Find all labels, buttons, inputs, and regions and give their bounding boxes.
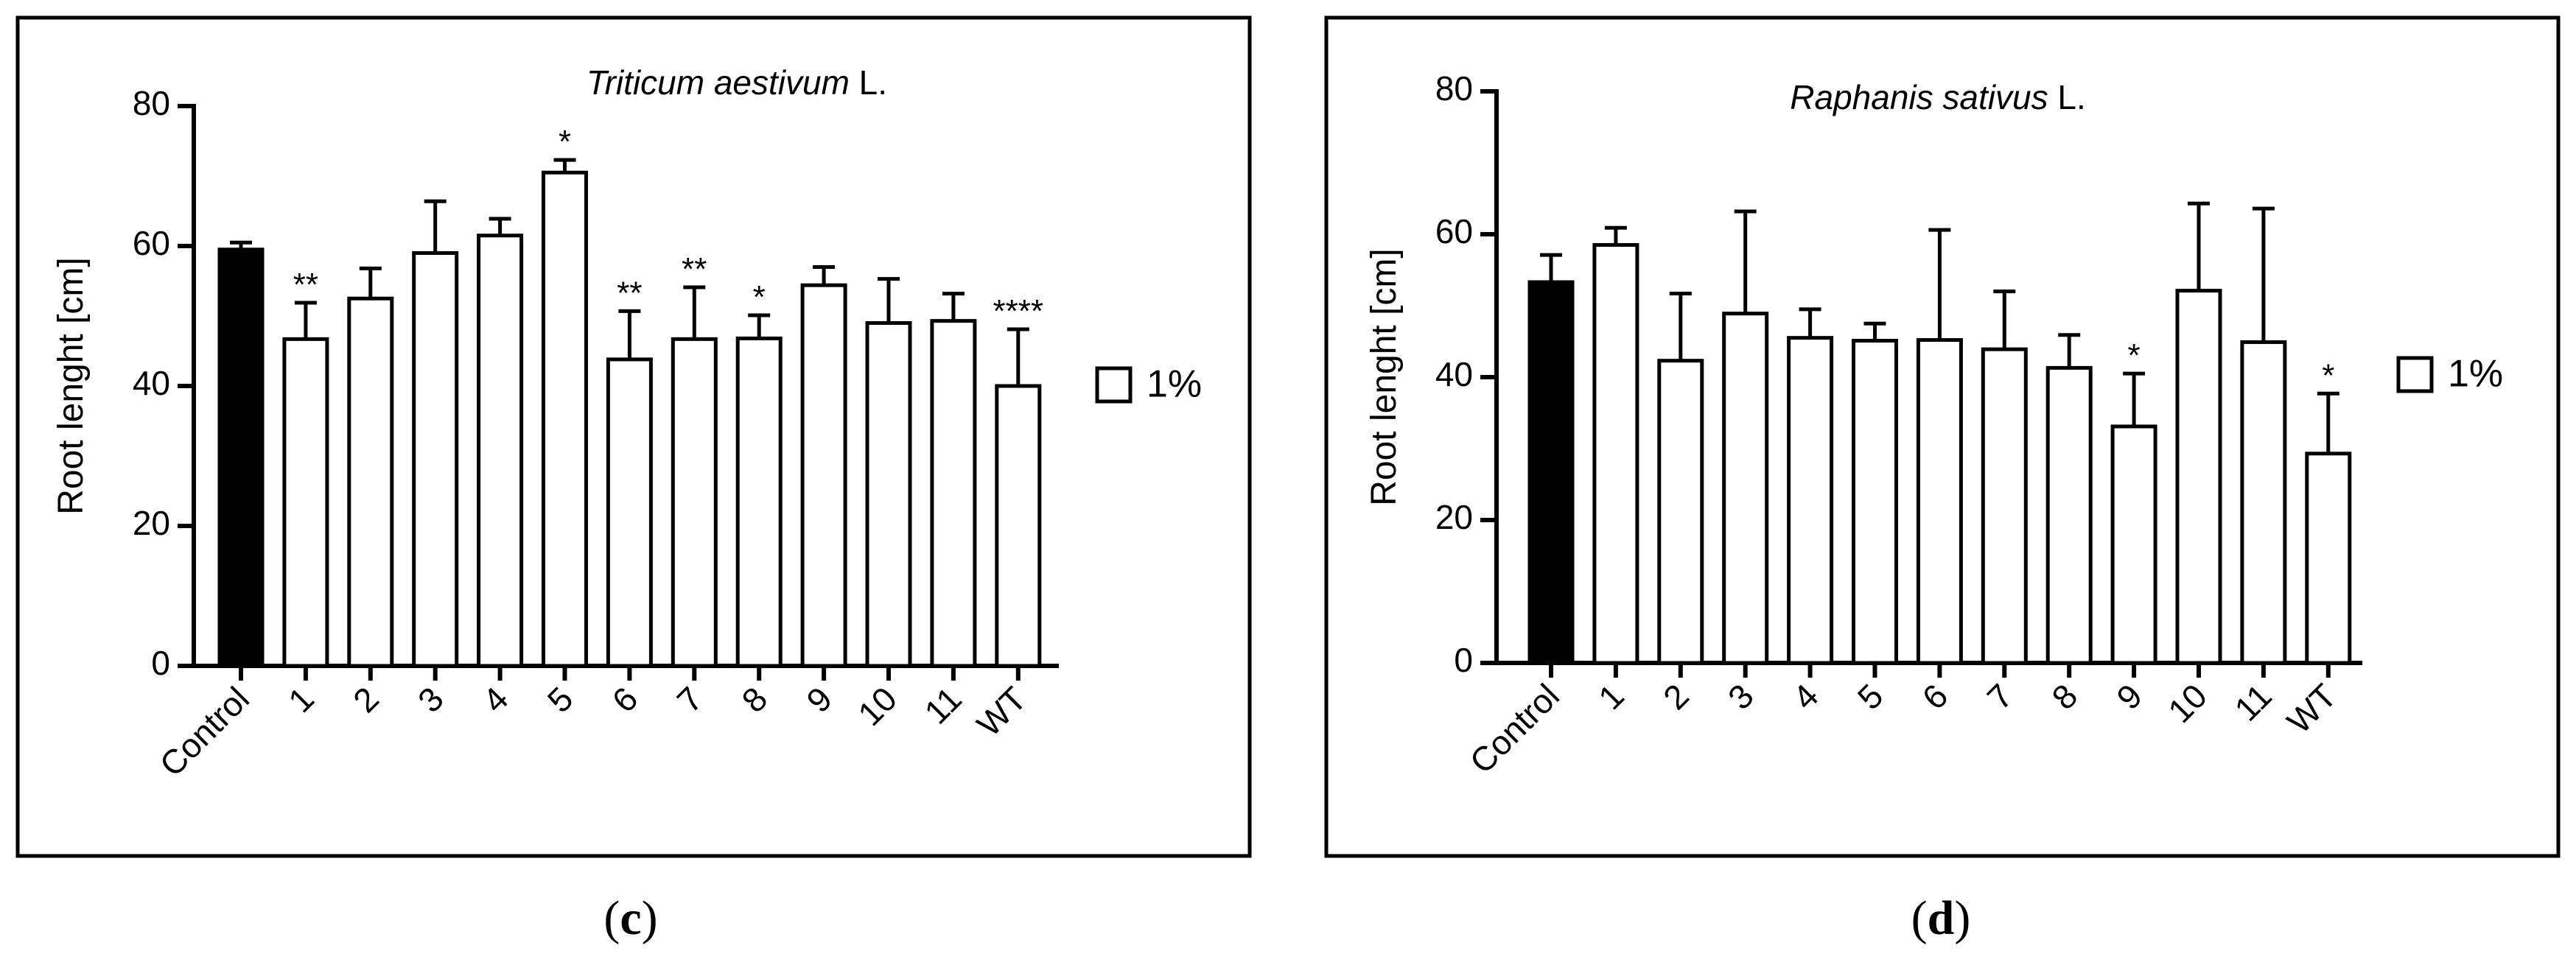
panel-c-bar bbox=[735, 336, 783, 668]
panel-c-legend-swatch bbox=[1095, 366, 1133, 404]
panel-c-bar bbox=[800, 283, 847, 668]
panel-d-bar bbox=[2305, 452, 2352, 665]
panel-d-y-tick-label: 80 bbox=[1435, 69, 1473, 108]
panel-d-y-tick-label: 20 bbox=[1435, 498, 1473, 536]
panel-c-y-tick-label: 20 bbox=[133, 504, 170, 542]
panel-c-y-tick-label: 60 bbox=[133, 224, 170, 262]
panel-c-bar bbox=[995, 384, 1042, 668]
panel-c-significance-label: ** bbox=[617, 275, 642, 311]
panel-c-significance-label: **** bbox=[993, 293, 1044, 329]
panel-c-significance-label: ** bbox=[293, 267, 318, 303]
panel-d-bar bbox=[1981, 347, 2028, 665]
panel-c-legend: 1% bbox=[1095, 363, 1202, 406]
panel-c: Triticum aestivum L. 0 20 40 60 80 Root lengh… bbox=[15, 15, 1252, 945]
panel-c-bar bbox=[217, 247, 265, 668]
panel-d-y-axis-label: Root lenght [cm] bbox=[1365, 248, 1404, 506]
panel-c-bar bbox=[347, 296, 394, 668]
panel-d-y-tick-label: 0 bbox=[1454, 641, 1473, 679]
panel-d-bar bbox=[1916, 338, 1963, 665]
panel-d-bar bbox=[2175, 289, 2222, 665]
panel-d-bar bbox=[1852, 339, 1898, 665]
panel-c-y-axis-label: Root lenght [cm] bbox=[52, 257, 91, 515]
panel-c-label: (c) bbox=[603, 891, 657, 945]
panel-c-bar bbox=[412, 251, 459, 668]
panel-c-significance-label: * bbox=[559, 124, 571, 160]
panel-c-legend-label: 1% bbox=[1147, 363, 1202, 406]
panel-c-significance-label: ** bbox=[682, 251, 707, 287]
panel-c-y-tick-label: 0 bbox=[151, 644, 170, 682]
panel-c-bar bbox=[865, 321, 912, 668]
panel-d-bar bbox=[1527, 280, 1575, 665]
panel-c-bar bbox=[477, 234, 524, 668]
panel-d-bar bbox=[2045, 365, 2093, 665]
panel-d-bar bbox=[1657, 359, 1704, 665]
panel-d-y-tick-label: 40 bbox=[1435, 355, 1473, 393]
panel-d-bar bbox=[1592, 243, 1639, 665]
panel-d-significance-label: * bbox=[2128, 337, 2141, 373]
panel-d-label: (d) bbox=[1911, 891, 1971, 945]
panel-d-legend-label: 1% bbox=[2448, 353, 2503, 396]
panel-d-legend-swatch bbox=[2396, 356, 2434, 393]
panel-d-significance-label: * bbox=[2322, 357, 2334, 393]
panel-d-bar bbox=[2240, 340, 2287, 665]
panel-c-bar bbox=[930, 319, 977, 668]
panel-c-y-tick-label: 80 bbox=[133, 84, 170, 122]
panel-d-bar bbox=[2110, 424, 2157, 665]
panel-d-bar bbox=[1787, 336, 1834, 665]
panel-c-title: Triticum aestivum L. bbox=[587, 63, 887, 102]
panel-c-bar bbox=[542, 170, 588, 668]
panel-c-bar bbox=[671, 337, 718, 668]
panel-c-significance-label: * bbox=[753, 279, 766, 315]
panel-c-y-tick-label: 40 bbox=[133, 364, 170, 402]
panel-c-bar bbox=[282, 337, 329, 668]
panel-d-legend: 1% bbox=[2396, 353, 2503, 396]
panel-d: Raphanis sativus L. 0 20 40 60 80 Root lenght… bbox=[1324, 15, 2561, 945]
panel-c-bar bbox=[606, 357, 653, 668]
panel-d-y-tick-label: 60 bbox=[1435, 212, 1473, 250]
panel-d-title: Raphanis sativus L. bbox=[1790, 78, 2085, 116]
panel-d-bar bbox=[1722, 312, 1769, 665]
